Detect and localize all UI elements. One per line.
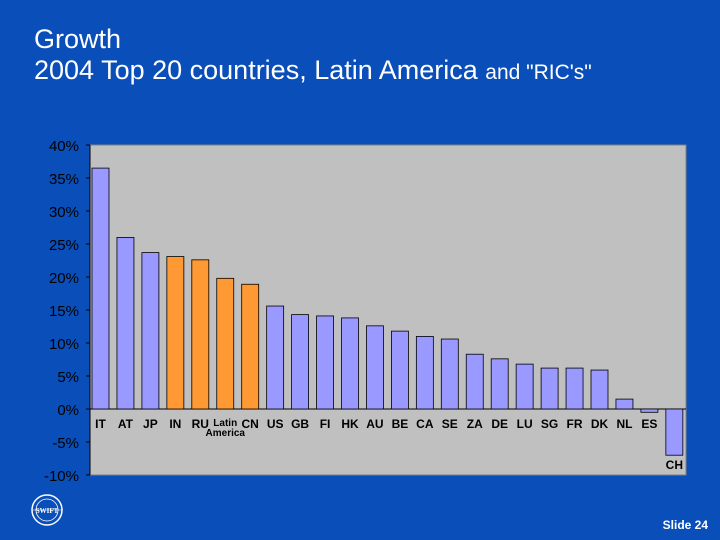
bar-in: [166, 256, 185, 410]
bar-es: [640, 408, 659, 413]
x-tick-label: LU: [517, 417, 533, 431]
bar-be: [390, 330, 409, 410]
x-tick-label: DK: [591, 417, 609, 431]
bar-latin-america: [216, 277, 235, 410]
bar-ru: [191, 259, 210, 410]
y-tick-label: 15%: [49, 303, 79, 320]
y-tick-label: 0%: [57, 402, 79, 419]
x-tick-label: CA: [416, 417, 434, 431]
bar-fi: [316, 315, 334, 410]
bar-at: [116, 236, 135, 410]
y-tick-label: 10%: [49, 336, 79, 353]
x-tick-label: IT: [95, 417, 106, 431]
bar-de: [490, 358, 509, 410]
slide-number: Slide 24: [662, 518, 708, 532]
x-tick-label: Latin: [213, 418, 237, 429]
y-tick-label: 25%: [49, 237, 79, 254]
y-tick-label: 35%: [49, 171, 79, 188]
x-tick-label: CH: [666, 458, 683, 472]
bar-au: [366, 325, 384, 410]
swift-logo: SWIFT: [31, 494, 63, 526]
y-tick-label: 5%: [57, 369, 79, 386]
x-tick-label: HK: [341, 417, 359, 431]
bar-us: [266, 305, 285, 410]
title-line-2: 2004 Top 20 countries, Latin America and…: [34, 55, 592, 88]
x-tick-label: RU: [192, 417, 209, 431]
x-tick-label: NL: [616, 417, 632, 431]
y-tick-label: 20%: [49, 270, 79, 287]
y-tick-label: 40%: [49, 138, 79, 155]
title-line-2-main: 2004 Top 20 countries, Latin America: [34, 55, 486, 85]
y-tick-label: -5%: [52, 435, 79, 452]
bar-jp: [141, 252, 160, 410]
x-tick-label: CN: [242, 417, 259, 431]
x-tick-label: SG: [541, 417, 558, 431]
x-tick-label: ES: [641, 417, 657, 431]
x-tick-label: ZA: [467, 417, 483, 431]
bar-nl: [615, 398, 634, 410]
x-tick-label: America: [206, 428, 246, 439]
slide-title: Growth 2004 Top 20 countries, Latin Amer…: [34, 24, 592, 88]
x-tick-label: IN: [169, 417, 181, 431]
bar-se: [440, 338, 459, 410]
x-tick-label: FR: [567, 417, 583, 431]
bar-it: [91, 167, 110, 410]
x-tick-label: GB: [291, 417, 309, 431]
title-line-1: Growth: [34, 24, 122, 54]
y-tick-label: 30%: [49, 204, 79, 221]
bar-ca: [415, 335, 434, 410]
x-tick-label: AU: [366, 417, 383, 431]
x-tick-label: AT: [118, 417, 134, 431]
bar-za: [465, 353, 484, 410]
bar-sg: [540, 367, 559, 410]
bar-ch: [665, 408, 684, 456]
x-tick-label: SE: [442, 417, 458, 431]
logo-text: SWIFT: [36, 507, 59, 515]
bar-hk: [341, 317, 359, 410]
bar-dk: [590, 369, 609, 410]
bar-fr: [565, 367, 584, 410]
bar-cn: [241, 283, 260, 410]
plot-area: [89, 144, 687, 476]
title-line-2-suffix: and "RIC's": [485, 61, 592, 84]
x-tick-label: US: [267, 417, 284, 431]
x-tick-label: BE: [392, 417, 409, 431]
y-tick-label: -10%: [44, 468, 79, 485]
x-tick-label: DE: [491, 417, 508, 431]
bar-gb: [291, 314, 310, 410]
x-tick-label: FI: [320, 417, 331, 431]
bar-lu: [515, 363, 534, 410]
x-tick-label: JP: [143, 417, 158, 431]
